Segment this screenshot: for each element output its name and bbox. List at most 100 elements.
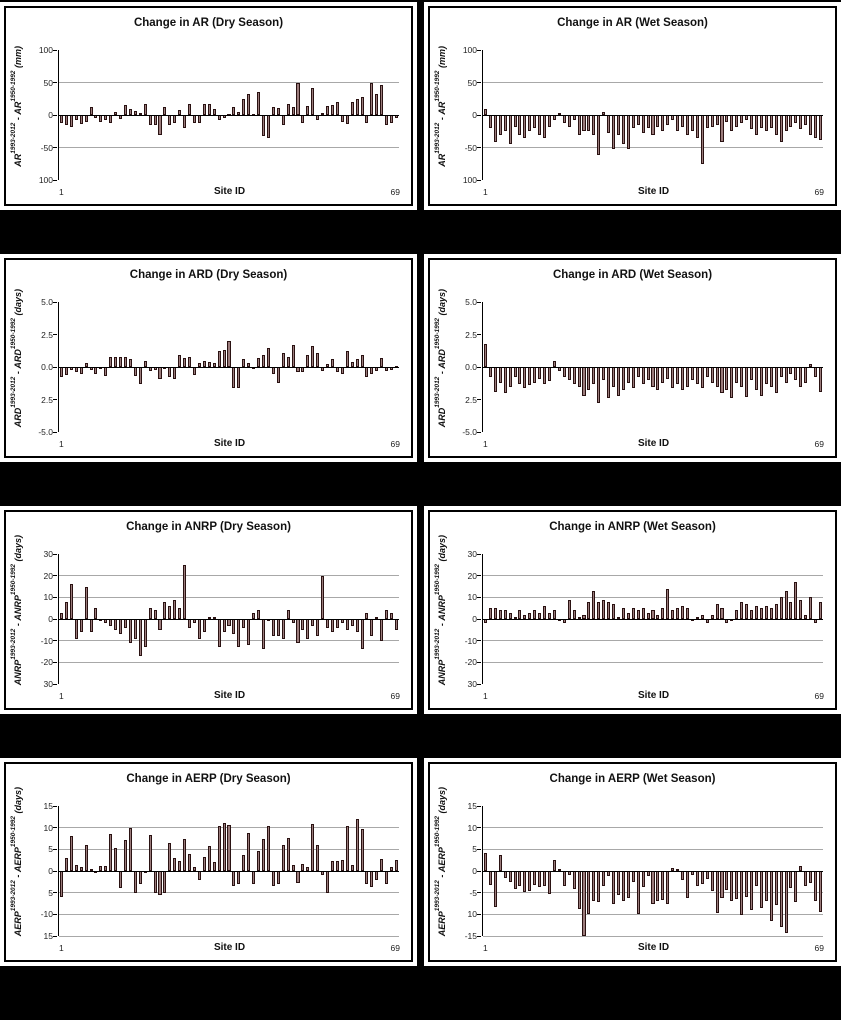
gridline [59, 147, 399, 148]
bar-site-37 [661, 115, 665, 132]
gridline [59, 596, 399, 598]
bar-site-41 [681, 606, 685, 619]
bar-site-36 [232, 106, 236, 115]
y-tick-mark [53, 913, 57, 915]
bar-site-8 [518, 367, 522, 384]
bar-site-30 [202, 857, 206, 871]
bar-site-49 [720, 115, 724, 143]
bar-site-53 [316, 115, 320, 121]
bar-site-28 [616, 115, 621, 135]
y-axis-label: AR1993-2012 - AR1950-1992 (mm) [9, 45, 23, 167]
bar-site-18 [567, 871, 571, 876]
y-tick-mark [477, 553, 481, 555]
bar-site-24 [597, 601, 601, 619]
bar-site-26 [607, 367, 611, 399]
bar-site-4 [498, 367, 502, 383]
bar-site-59 [769, 608, 773, 619]
bar-site-40 [676, 868, 680, 871]
bar-site-58 [764, 115, 768, 132]
bar-site-64 [794, 871, 798, 903]
y-tick-label: 15 [43, 931, 53, 941]
y-tick-label: -20 [464, 657, 477, 668]
bar-site-56 [754, 367, 758, 391]
y-tick-label: 0 [472, 614, 477, 624]
bar-site-49 [296, 83, 300, 115]
bar-site-3 [69, 584, 73, 619]
y-tick-mark [477, 913, 481, 915]
bar-site-56 [754, 871, 758, 887]
bar-site-6 [508, 367, 512, 387]
x-tick-first: 1 [59, 187, 64, 197]
bar-site-68 [390, 115, 394, 123]
bar-site-22 [587, 871, 591, 915]
plot-area [53, 301, 399, 433]
bar-site-55 [326, 619, 330, 628]
bar-site-5 [503, 871, 507, 878]
bar-site-37 [237, 871, 241, 884]
x-axis-title: Site ID [213, 690, 246, 701]
bar-site-46 [705, 619, 709, 624]
bar-site-26 [183, 564, 187, 619]
bar-site-17 [138, 367, 142, 384]
gridline [59, 935, 399, 937]
bar-site-65 [375, 616, 379, 619]
bar-site-3 [493, 115, 497, 143]
bar-site-59 [345, 115, 349, 125]
x-tick-first: 1 [59, 439, 64, 449]
zero-axis-line [483, 366, 823, 368]
bar-site-5 [79, 619, 83, 632]
y-tick-label: 100 [462, 45, 477, 55]
bar-site-2 [488, 115, 492, 128]
bar-site-60 [350, 102, 354, 115]
zero-axis-line [483, 114, 823, 116]
bar-site-20 [153, 115, 157, 126]
bar-site-26 [183, 115, 187, 128]
bar-site-7 [89, 619, 93, 632]
y-tick-label: 30 [43, 549, 53, 559]
bar-site-13 [119, 619, 123, 635]
bar-site-34 [222, 619, 226, 632]
bar-site-66 [380, 859, 384, 871]
y-axis-ticks: 5.0 2.5 0.0 2.5 -5.0 [26, 297, 58, 437]
bar-site-21 [582, 871, 586, 936]
plot-area [53, 805, 399, 937]
bar-site-66 [804, 871, 808, 887]
bar-site-64 [370, 82, 374, 115]
bar-site-33 [217, 825, 221, 871]
y-axis-label: AR1993-2012 - AR1950-1992 (mm) [433, 45, 447, 167]
bar-site-61 [779, 367, 783, 378]
bar-site-28 [192, 866, 197, 871]
bar-site-38 [666, 115, 670, 125]
bar-site-14 [547, 115, 552, 127]
bar-site-50 [301, 864, 305, 871]
bar-site-51 [730, 367, 734, 399]
gridline [483, 935, 823, 937]
bar-site-17 [562, 367, 566, 378]
y-tick-label: 0 [472, 866, 477, 876]
y-tick-label: 2.5 [41, 394, 53, 405]
bar-site-31 [207, 103, 211, 115]
bar-site-3 [69, 836, 73, 871]
bar-site-41 [257, 850, 261, 871]
bar-site-13 [119, 115, 123, 119]
y-tick-mark [53, 301, 57, 303]
chart-panel-ar-wet: Change in AR (Wet Season) AR1993-2012 - … [424, 2, 841, 210]
bar-site-46 [705, 367, 709, 378]
bar-site-40 [676, 367, 680, 384]
bar-site-61 [355, 819, 359, 871]
bar-site-64 [794, 367, 798, 380]
bar-site-52 [311, 346, 315, 367]
y-tick-label: -20 [40, 657, 53, 668]
bar-site-41 [681, 871, 685, 880]
bar-site-38 [242, 98, 246, 115]
bar-site-24 [173, 367, 177, 379]
bar-site-21 [158, 619, 162, 630]
bar-site-18 [567, 599, 571, 619]
bar-site-63 [789, 115, 793, 127]
y-tick-mark [477, 870, 481, 872]
bar-site-55 [326, 105, 330, 115]
bar-site-19 [148, 115, 152, 125]
y-tick-label: 15 [43, 801, 53, 811]
bar-site-14 [547, 871, 552, 894]
bar-site-16 [133, 367, 137, 377]
